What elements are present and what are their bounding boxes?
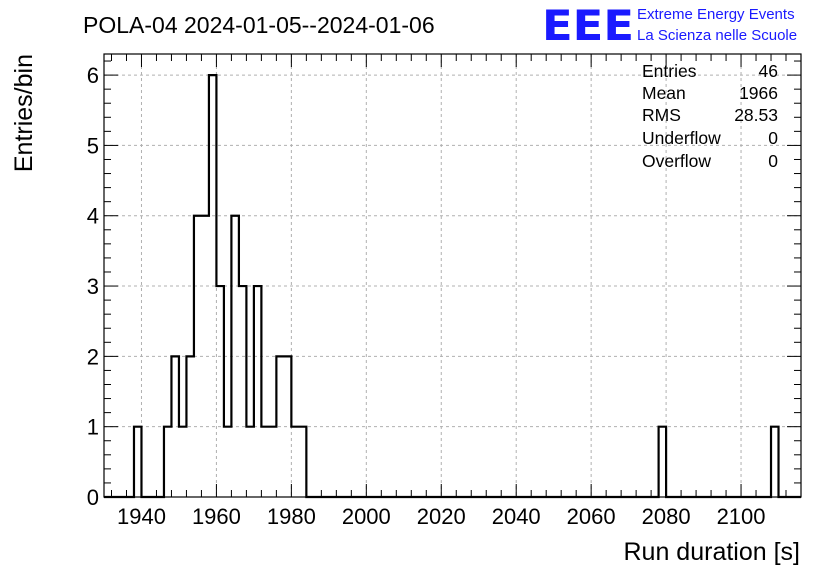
x-axis-title: Run duration [s] xyxy=(624,538,801,566)
x-tick-label: 2040 xyxy=(492,504,541,529)
stats-label-overflow: Overflow xyxy=(642,151,711,171)
eee-logo: EEE Extreme Energy Events La Scienza nel… xyxy=(542,1,797,50)
y-tick-label: 4 xyxy=(87,204,99,229)
y-tick-label: 1 xyxy=(87,415,99,440)
histogram-bin xyxy=(291,427,298,497)
histogram-bin xyxy=(239,286,246,497)
y-axis-title: Entries/bin xyxy=(10,54,38,172)
histogram-bin xyxy=(179,427,186,497)
x-tick-label: 1960 xyxy=(192,504,241,529)
histogram-bin xyxy=(299,427,306,497)
x-axis-tick-labels: 1940 1960 1980 2000 2020 2040 2060 2080 2100 xyxy=(117,504,766,529)
logo-line-1: Extreme Energy Events xyxy=(637,6,795,23)
chart-title: POLA-04 2024-01-05--2024-01-06 xyxy=(83,12,435,38)
y-tick-label: 6 xyxy=(87,63,99,88)
stats-value-mean: 1966 xyxy=(739,83,778,103)
x-tick-label: 2020 xyxy=(417,504,466,529)
y-tick-label: 0 xyxy=(87,485,99,510)
stats-value-entries: 46 xyxy=(759,61,778,81)
histogram-bin xyxy=(269,427,276,497)
stats-box: Entries 46 Mean 1966 RMS 28.53 Underflow… xyxy=(642,61,778,171)
histogram-bin xyxy=(261,427,268,497)
histogram-bin xyxy=(164,427,171,497)
logo-line-2: La Scienza nelle Scuole xyxy=(637,27,797,44)
histogram-bin xyxy=(246,427,253,497)
y-axis-ticks xyxy=(104,60,801,498)
x-tick-label: 2100 xyxy=(717,504,766,529)
stats-label-mean: Mean xyxy=(642,83,686,103)
x-tick-label: 2080 xyxy=(642,504,691,529)
histogram-bin xyxy=(216,286,223,497)
x-tick-label: 1940 xyxy=(117,504,166,529)
histogram-bin xyxy=(224,427,231,497)
histogram-bin xyxy=(254,286,261,497)
stats-value-rms: 28.53 xyxy=(734,105,778,125)
stats-value-overflow: 0 xyxy=(768,151,778,171)
plot-frame xyxy=(103,53,802,498)
y-tick-label: 5 xyxy=(87,133,99,158)
y-tick-label: 3 xyxy=(87,274,99,299)
stats-label-entries: Entries xyxy=(642,61,697,81)
stats-label-rms: RMS xyxy=(642,105,681,125)
stats-label-underflow: Underflow xyxy=(642,128,721,148)
eee-logo-mark: EEE xyxy=(542,1,634,50)
x-axis-ticks xyxy=(110,54,802,497)
histogram-bin xyxy=(771,427,778,497)
y-axis-tick-labels: 0 1 2 3 4 5 6 xyxy=(87,63,99,510)
stats-value-underflow: 0 xyxy=(768,128,778,148)
x-tick-label: 1980 xyxy=(267,504,316,529)
x-tick-label: 2060 xyxy=(567,504,616,529)
y-tick-label: 2 xyxy=(87,344,99,369)
x-tick-label: 2000 xyxy=(342,504,391,529)
histogram-bin xyxy=(134,427,141,497)
histogram-bin xyxy=(659,427,666,497)
